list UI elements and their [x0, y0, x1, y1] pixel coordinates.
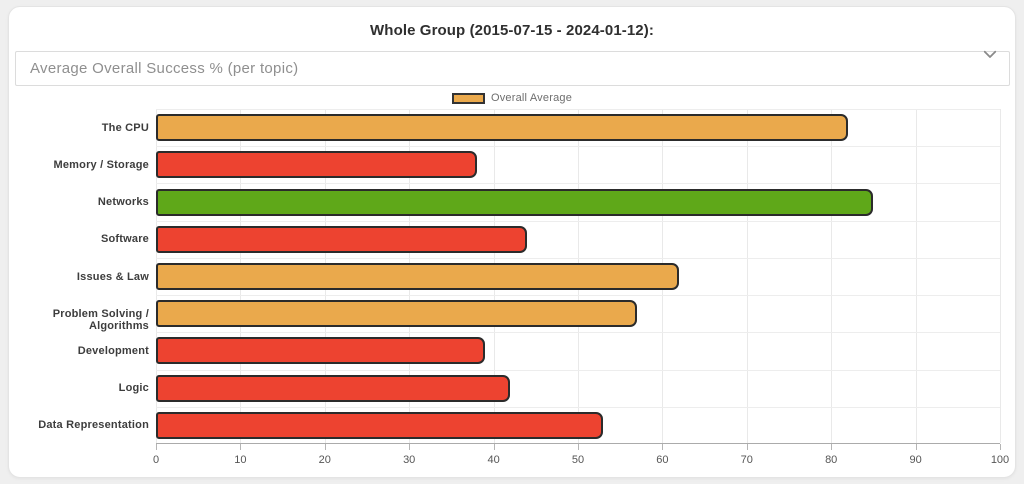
category-label-networks: Networks	[97, 196, 149, 208]
gridline-vertical	[915, 109, 917, 443]
x-tick-label: 60	[656, 454, 669, 466]
bar-development[interactable]	[156, 337, 485, 364]
category-label-memory-storage: Memory / Storage	[53, 159, 149, 171]
bar-the-cpu[interactable]	[156, 114, 848, 141]
legend-swatch	[451, 92, 485, 104]
category-label-issues-law: Issues & Law	[76, 271, 149, 283]
accordion-label: Average Overall Success % (per topic)	[30, 60, 299, 77]
x-axis-tick	[662, 444, 664, 450]
x-axis-tick	[240, 444, 242, 450]
legend-label: Overall Average	[490, 92, 573, 104]
x-tick-label: 80	[825, 454, 838, 466]
gridline-horizontal	[156, 221, 1000, 222]
bar-issues-law[interactable]	[156, 263, 679, 290]
x-axis-tick	[915, 444, 917, 450]
x-axis-tick	[831, 444, 833, 450]
x-tick-label: 100	[990, 454, 1010, 466]
x-axis-tick	[746, 444, 748, 450]
chevron-down-icon[interactable]	[981, 45, 999, 63]
page-title: Whole Group (2015-07-15 - 2024-01-12):	[370, 22, 654, 39]
category-label-development: Development	[77, 345, 149, 357]
x-tick-label: 90	[909, 454, 922, 466]
gridline-vertical	[1000, 109, 1001, 443]
category-label-logic: Logic	[118, 382, 149, 394]
category-label-software: Software	[100, 233, 149, 245]
gridline-horizontal	[156, 332, 1000, 333]
gridline-horizontal	[156, 407, 1000, 408]
bar-data-representation[interactable]	[156, 412, 603, 439]
x-tick-label: 0	[152, 454, 160, 466]
bar-memory-storage[interactable]	[156, 151, 477, 178]
chart-legend[interactable]: Overall Average	[9, 91, 1015, 105]
x-axis-tick	[409, 444, 411, 450]
category-label-the-cpu: The CPU	[101, 122, 149, 134]
x-tick-label: 70	[740, 454, 753, 466]
x-axis-tick	[578, 444, 579, 450]
bar-problem-solving-algorithms[interactable]	[156, 300, 637, 327]
gridline-horizontal	[156, 183, 1000, 184]
bar-logic[interactable]	[156, 375, 510, 402]
topic-accordion[interactable]: Average Overall Success % (per topic)	[15, 50, 1010, 86]
x-axis-tick	[493, 444, 495, 450]
x-tick-label: 20	[318, 454, 331, 466]
category-label-data-representation: Data Representation	[38, 419, 149, 431]
x-tick-label: 40	[487, 454, 500, 466]
x-axis-tick	[1000, 444, 1001, 450]
report-card: Whole Group (2015-07-15 - 2024-01-12): A…	[8, 6, 1016, 478]
bar-software[interactable]	[156, 226, 527, 253]
x-tick-label: 10	[234, 454, 247, 466]
bar-networks[interactable]	[156, 189, 873, 216]
category-label-problem-solving-algorithms: Problem Solving / Algorithms	[52, 308, 149, 332]
x-tick-label: 30	[403, 454, 416, 466]
gridline-horizontal	[156, 295, 1000, 296]
x-tick-label: 50	[571, 454, 585, 466]
gridline-vertical	[831, 109, 833, 443]
x-axis-tick	[156, 444, 157, 450]
gridline-horizontal	[156, 258, 1000, 259]
gridline-horizontal	[156, 146, 1000, 147]
gridline-horizontal	[156, 370, 1000, 371]
gridline-horizontal	[156, 109, 1000, 110]
plot-area	[156, 109, 1001, 444]
x-axis-tick	[324, 444, 326, 450]
gridline-vertical	[746, 109, 748, 443]
